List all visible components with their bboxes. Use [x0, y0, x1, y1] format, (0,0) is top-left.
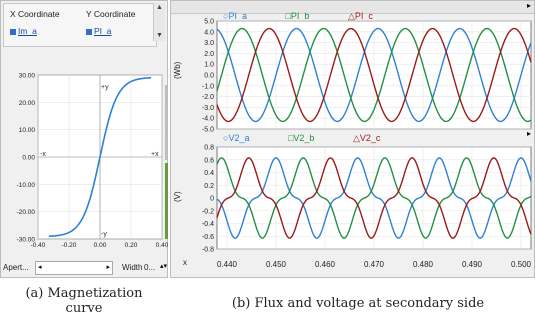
x-tick-label: 0.470 [364, 260, 385, 269]
magnetization-panel: X Coordinate Y Coordinate Im_a PI_a ▲ ▼ … [0, 0, 169, 278]
flux-tick-label: -3.0 [202, 105, 214, 112]
minus-x-mark: -x [40, 151, 46, 158]
aperture-slider[interactable]: ◂ ▸ [35, 261, 113, 275]
y-tick-label: 20.00 [19, 100, 36, 107]
x-source-label: Im_a [18, 26, 37, 36]
cursor-controls: Apert... ◂ ▸ Width 0... ▴▾ [1, 257, 169, 277]
x-tick-label: 0.490 [462, 260, 483, 269]
width-label: Width [122, 263, 143, 272]
coordinate-source-table: X Coordinate Y Coordinate Im_a PI_a [3, 3, 157, 47]
volt-tick-label: 0.4 [204, 170, 214, 177]
volt-tick-label: -0.4 [202, 221, 214, 228]
y-tick-labels: 30.00 20.00 10.00 0.00 -10.00 -20.00 -30.00 [17, 73, 36, 244]
scroll-down-icon[interactable]: ▼ [156, 32, 163, 39]
flux-tick-label: 5.0 [204, 19, 214, 26]
aperture-label: Apert... [3, 263, 29, 272]
legend-v2c[interactable]: △V2_c [352, 133, 381, 143]
caption-a-line2: curve [65, 301, 103, 316]
lower-panel-arrow-icon[interactable]: ▸ [526, 129, 531, 138]
legend-pib[interactable]: □PI_b [285, 11, 310, 21]
plus-x-mark: +x [151, 151, 159, 158]
minus-y-mark: -y [101, 231, 107, 238]
volt-tick-label: 0.2 [204, 183, 214, 190]
x-tick-label: 0.480 [413, 260, 434, 269]
flux-tick-label: -1.0 [202, 83, 214, 90]
flux-tick-label: 2.0 [204, 51, 214, 58]
flux-series-line [216, 27, 532, 123]
flux-tick-label: 4.0 [204, 29, 214, 36]
y-tick-label: -20.00 [17, 209, 36, 216]
legend-v2a[interactable]: ○V2_a [223, 133, 250, 143]
x-tick-labels: -0.40 -0.20 0.00 0.20 0.40 [31, 242, 169, 249]
flux-tick-label: 1.0 [204, 62, 214, 69]
flux-tick-label: -4.0 [202, 116, 214, 123]
voltage-series-line [216, 157, 532, 239]
flux-series-line [216, 27, 532, 123]
y-tick-label: 10.00 [19, 127, 36, 134]
caption-a: (a) Magnetization curve [14, 286, 154, 316]
x-tick-label: 0.460 [315, 260, 336, 269]
legend-pia[interactable]: ○PI_a [223, 11, 247, 21]
flux-tick-label: -2.0 [202, 94, 214, 101]
waveform-plots: 5.0 4.0 3.0 2.0 1.0 0.0 -1.0 -2.0 -3.0 -4.0 -5.0 0.… [173, 19, 532, 270]
volt-tick-label: 0 [210, 196, 214, 203]
y-tick-label: -30.00 [17, 237, 36, 244]
volt-tick-label: -0.6 [202, 234, 214, 241]
voltage-series-line [216, 157, 532, 239]
x-tick-label: 0.00 [94, 242, 107, 249]
y-tick-label: 0.00 [22, 155, 35, 162]
x-source-swatch [10, 28, 16, 35]
volt-tick-label: 0.6 [204, 157, 214, 164]
caption-b: (b) Flux and voltage at secondary side [231, 296, 485, 311]
volt-tick-label: 0.8 [204, 145, 214, 152]
width-spinner-icon[interactable]: ▴▾ [160, 263, 168, 270]
x-coordinate-header: X Coordinate [10, 9, 60, 19]
caption-a-line1: (a) Magnetization [25, 286, 143, 301]
table-scrollbar[interactable]: ▲ ▼ [153, 3, 165, 41]
y-tick-label: -10.00 [17, 182, 36, 189]
upper-side-bar [165, 85, 168, 160]
voltage-ylabel: (V) [173, 191, 182, 202]
x-source-link[interactable]: Im_a [10, 26, 37, 36]
y-tick-label: 30.00 [19, 73, 36, 80]
flux-tick-label: 0.0 [204, 73, 214, 80]
slider-right-icon[interactable]: ▸ [106, 264, 110, 271]
x-tick-label: 0.500 [511, 260, 532, 269]
slider-left-icon[interactable]: ◂ [38, 264, 42, 271]
plus-y-mark: +y [101, 84, 109, 91]
magnetization-curve-plot: 30.00 20.00 10.00 0.00 -10.00 -20.00 -30.00 -0… [17, 73, 169, 250]
waveform-panel: ▸ ○PI_a □PI_b △PI_c ○V2_a □V2_b △V2_c 5.… [170, 0, 535, 278]
panel-titlebar: ▸ [171, 1, 534, 14]
lower-side-bar [165, 163, 168, 239]
y-coordinate-header: Y Coordinate [86, 9, 136, 19]
voltage-legend: ○V2_a □V2_b △V2_c [223, 133, 416, 144]
x-tick-label: 0.450 [266, 260, 287, 269]
x-tick-label: 0.440 [217, 260, 238, 269]
y-source-swatch [86, 28, 92, 35]
volt-tick-label: -0.2 [202, 208, 214, 215]
magnetization-curve [48, 76, 152, 238]
flux-ylabel: (Wb) [173, 61, 182, 79]
legend-pic[interactable]: △PI_c [347, 11, 373, 21]
voltage-series-line [216, 157, 532, 239]
flux-legend: ○PI_a □PI_b △PI_c [223, 11, 409, 22]
x-tick-label: 0.20 [125, 242, 138, 249]
y-source-link[interactable]: PI_a [86, 26, 112, 36]
flux-tick-label: -5.0 [202, 127, 214, 134]
x-axis-label: x [183, 258, 187, 267]
x-tick-label: 0.40 [156, 242, 169, 249]
y-source-label: PI_a [94, 26, 112, 36]
legend-v2b[interactable]: □V2_b [287, 133, 315, 143]
flux-tick-label: 3.0 [204, 40, 214, 47]
waveform-series [216, 27, 532, 239]
volt-tick-label: -0.8 [202, 247, 214, 254]
waveform-tick-labels: 5.0 4.0 3.0 2.0 1.0 0.0 -1.0 -2.0 -3.0 -4.0 -5.0 0.… [202, 19, 532, 270]
x-tick-label: -0.20 [62, 242, 77, 249]
panel-arrow-icon[interactable]: ▸ [526, 1, 531, 10]
x-tick-label: -0.40 [31, 242, 46, 249]
width-value[interactable]: 0... [144, 263, 156, 272]
scroll-up-icon[interactable]: ▲ [156, 4, 163, 11]
